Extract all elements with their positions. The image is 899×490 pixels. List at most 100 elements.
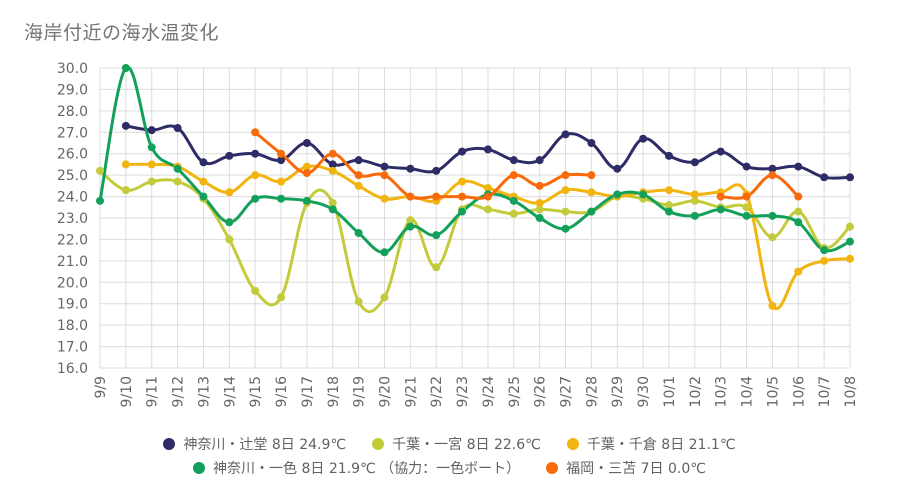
data-point-3 <box>846 237 854 246</box>
x-tick-label: 9/11 <box>145 376 161 407</box>
data-point-3 <box>354 229 363 237</box>
data-point-3 <box>820 246 829 255</box>
data-point-3 <box>147 143 156 152</box>
x-tick-label: 9/22 <box>429 376 445 407</box>
legend-marker <box>546 462 559 474</box>
data-point-0 <box>561 130 570 139</box>
data-point-3 <box>432 231 441 240</box>
data-point-3 <box>121 64 130 72</box>
data-point-0 <box>742 162 751 171</box>
data-point-1 <box>742 203 751 212</box>
data-point-0 <box>173 124 182 132</box>
x-tick-label: 9/14 <box>222 376 238 408</box>
data-point-4 <box>302 169 311 177</box>
data-point-3 <box>768 211 777 220</box>
data-point-1 <box>535 205 544 214</box>
data-point-3 <box>328 205 337 214</box>
data-point-1 <box>380 293 389 302</box>
data-point-0 <box>716 147 725 156</box>
legend-item[interactable]: 福岡・三苫 7日 0.0℃ <box>546 458 706 478</box>
data-point-0 <box>613 164 622 173</box>
legend-item[interactable]: 神奈川・一色 8日 21.9℃ （協力：一色ボート） <box>193 458 520 478</box>
legend-row: 神奈川・辻堂 8日 24.9℃ 千葉・一宮 8日 22.6℃ 千葉・千倉 8日 21… <box>0 432 899 456</box>
data-point-1 <box>277 293 286 302</box>
x-tick-label: 9/21 <box>403 376 419 407</box>
data-point-3 <box>535 214 544 222</box>
data-point-2 <box>794 267 803 276</box>
data-point-0 <box>690 158 699 167</box>
data-point-3 <box>277 194 286 203</box>
data-point-0 <box>328 160 337 169</box>
legend-label: 千葉・一宮 8日 22.6℃ <box>392 437 541 453</box>
data-point-1 <box>794 207 803 216</box>
legend-marker <box>566 438 579 450</box>
y-tick-label: 16.0 <box>57 361 88 377</box>
x-tick-label: 9/20 <box>377 376 393 407</box>
data-point-1 <box>406 216 415 225</box>
legend-item[interactable]: 千葉・一宮 8日 22.6℃ <box>372 434 541 454</box>
data-point-0 <box>639 134 648 143</box>
data-point-4 <box>587 171 596 180</box>
page-title: 海岸付近の海水温変化 <box>24 22 220 44</box>
data-point-0 <box>277 156 286 165</box>
x-tick-label: 9/25 <box>507 376 523 407</box>
x-tick-label: 9/24 <box>481 376 497 408</box>
legend-marker <box>163 438 176 450</box>
data-point-1 <box>147 177 156 186</box>
x-tick-label: 9/10 <box>119 376 135 407</box>
legend-item[interactable]: 千葉・千倉 8日 21.1℃ <box>566 434 736 454</box>
data-point-2 <box>147 160 156 169</box>
data-point-3 <box>509 196 518 205</box>
data-point-0 <box>820 173 829 182</box>
legend-row: 神奈川・一色 8日 21.9℃ （協力：一色ボート） 福岡・三苫 7日 0.0℃ <box>0 456 899 480</box>
x-tick-label: 9/19 <box>352 376 368 407</box>
x-tick-label: 9/23 <box>455 376 471 407</box>
data-point-1 <box>509 209 518 218</box>
data-point-4 <box>716 192 725 201</box>
data-point-4 <box>561 171 570 180</box>
legend-label: 神奈川・一色 8日 21.9℃ （協力：一色ボート） <box>213 461 521 477</box>
series-line-4 <box>719 173 800 200</box>
data-point-0 <box>509 156 518 165</box>
data-point-4 <box>354 171 363 180</box>
legend-label: 千葉・千倉 8日 21.1℃ <box>586 437 736 453</box>
data-point-1 <box>483 205 492 214</box>
data-point-1 <box>96 166 104 175</box>
data-point-2 <box>561 186 570 195</box>
data-point-2 <box>820 256 829 265</box>
data-point-0 <box>794 162 803 171</box>
data-point-1 <box>664 201 673 210</box>
data-point-0 <box>199 158 208 167</box>
x-tick-label: 10/3 <box>714 376 730 407</box>
x-tick-label: 9/29 <box>610 376 626 407</box>
data-point-4 <box>794 192 803 201</box>
data-point-2 <box>354 181 363 190</box>
x-tick-label: 10/5 <box>765 376 781 407</box>
data-point-4 <box>251 128 260 137</box>
data-point-1 <box>561 207 570 216</box>
y-tick-label: 26.0 <box>57 147 88 163</box>
y-tick-label: 30.0 <box>57 61 88 77</box>
data-point-1 <box>846 222 854 231</box>
y-tick-label: 29.0 <box>57 82 88 98</box>
data-point-0 <box>406 164 415 173</box>
data-point-0 <box>225 151 234 160</box>
data-point-3 <box>199 192 208 201</box>
data-point-4 <box>406 192 415 201</box>
data-point-0 <box>302 139 311 147</box>
x-tick-label: 10/2 <box>688 376 704 407</box>
x-tick-label: 9/13 <box>196 376 212 407</box>
data-point-3 <box>613 190 622 199</box>
data-point-3 <box>690 211 699 220</box>
data-point-0 <box>846 173 854 182</box>
data-point-4 <box>483 192 492 201</box>
data-point-0 <box>432 166 441 175</box>
legend-item[interactable]: 神奈川・辻堂 8日 24.9℃ <box>163 434 346 454</box>
x-tick-label: 9/30 <box>636 376 652 407</box>
data-point-4 <box>742 192 751 201</box>
x-axis: 9/9 9/10 9/11 9/12 9/13 9/14 9/15 9/16 9/17 9/18 9… <box>93 376 859 408</box>
data-point-0 <box>354 156 363 165</box>
series-lines <box>98 65 852 314</box>
series-points <box>96 64 854 310</box>
data-point-2 <box>587 188 596 197</box>
